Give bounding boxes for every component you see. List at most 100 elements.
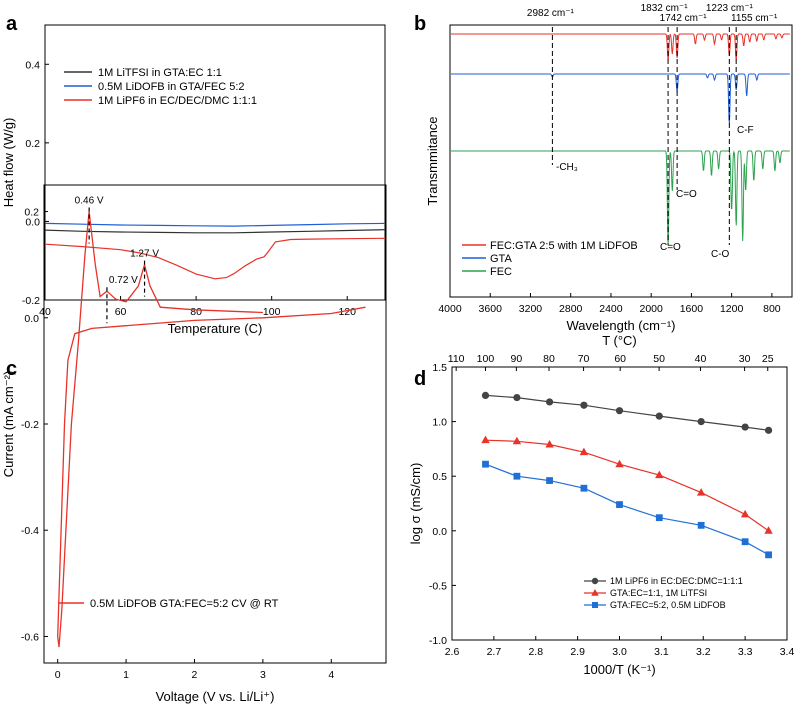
data-point <box>655 412 663 420</box>
y-axis-title: Current (mA cm⁻²) <box>1 371 16 478</box>
data-point <box>741 423 749 431</box>
x-tick-label: 120 <box>338 306 356 318</box>
top-axis-title: T (°C) <box>602 333 637 348</box>
data-point <box>579 447 589 456</box>
top-tick-label: 60 <box>614 353 626 365</box>
x-tick-label: 2 <box>192 669 198 681</box>
peak-label: 2982 cm⁻¹ <box>527 8 575 19</box>
x-tick-label: 1200 <box>720 303 744 315</box>
series-line <box>44 237 386 280</box>
y-tick-label: 1.5 <box>432 362 447 374</box>
series-line <box>44 229 386 234</box>
top-tick-label: 25 <box>762 353 774 365</box>
y-axis-title: Heat flow (W/g) <box>1 118 16 208</box>
legend-label: 1M LiPF6 in EC/DEC/DMC 1:1:1 <box>98 95 257 107</box>
group-label: C-O <box>711 249 730 260</box>
x-axis-title: Temperature (C) <box>168 321 263 336</box>
legend-label: 0.5M LiDOFB in GTA/FEC 5:2 <box>98 81 245 93</box>
legend-label: GTA:EC=1:1, 1M LiTFSI <box>610 588 707 598</box>
series-line <box>451 33 790 60</box>
x-tick-label: 100 <box>263 306 281 318</box>
x-tick-label: 3.1 <box>654 646 669 658</box>
data-point <box>741 538 749 546</box>
series-line <box>451 73 790 124</box>
x-tick-label: 3 <box>260 669 266 681</box>
x-tick-label: 1600 <box>680 303 704 315</box>
series-line <box>451 150 790 243</box>
legend-marker <box>591 589 599 596</box>
x-tick-label: 3600 <box>479 303 503 315</box>
data-point <box>513 393 521 402</box>
y-tick-label: -1.0 <box>429 635 447 647</box>
y-tick-label: -0.5 <box>429 580 447 592</box>
data-point <box>615 459 624 468</box>
data-point <box>697 521 705 529</box>
group-label: C-F <box>737 125 754 136</box>
peak-label: 1223 cm⁻¹ <box>706 3 754 14</box>
series-line <box>485 394 769 431</box>
x-tick-label: 2.7 <box>487 646 502 658</box>
data-point <box>481 435 490 444</box>
x-tick-label: 0 <box>55 669 61 681</box>
data-point <box>580 484 588 492</box>
y-axis-title: log σ (mS/cm) <box>408 463 423 545</box>
x-tick-label: 3.0 <box>612 646 627 658</box>
data-point <box>616 501 623 508</box>
legend-label: 0.5M LiDFOB GTA:FEC=5:2 CV @ RT <box>90 598 279 610</box>
data-point <box>655 470 664 479</box>
data-point <box>512 436 522 445</box>
x-tick-label: 2800 <box>559 303 583 315</box>
data-point <box>696 488 706 496</box>
group-label: C=O <box>676 189 697 200</box>
x-tick-label: 40 <box>39 306 51 318</box>
x-tick-label: 800 <box>763 303 781 315</box>
data-point <box>546 477 553 484</box>
panel-d: d 2.6 2.7 2.8 2.9 3.0 3.1 3.2 3.3 3.4 -1.0 -0.5 0.0 0… <box>408 333 794 677</box>
data-point <box>482 460 489 468</box>
x-tick-label: 2.9 <box>570 646 585 658</box>
data-point <box>764 526 773 534</box>
y-axis-title: Transmmitance <box>425 116 440 205</box>
y-tick-label: 1.0 <box>432 417 447 429</box>
top-tick-label: 30 <box>739 353 751 365</box>
data-point <box>615 407 624 415</box>
y-tick-label: 0.5 <box>432 471 447 483</box>
data-point <box>513 472 521 480</box>
series-line <box>485 463 769 556</box>
x-tick-label: 3.2 <box>696 646 711 658</box>
data-point <box>764 426 773 434</box>
data-point <box>740 509 750 518</box>
x-tick-label: 4000 <box>438 303 462 315</box>
x-tick-label: 1 <box>123 669 129 681</box>
top-tick-label: 100 <box>477 353 495 365</box>
top-tick-label: 70 <box>578 353 590 365</box>
top-tick-label: 110 <box>448 353 465 365</box>
top-tick-label: 90 <box>511 353 523 365</box>
peak-annotation: 0.46 V <box>75 196 104 207</box>
peak-annotation: 0.72 V <box>109 275 138 286</box>
data-point <box>545 398 554 406</box>
x-tick-label: 3.4 <box>780 646 795 658</box>
x-axis-title: Voltage (V vs. Li/Li⁺) <box>156 689 275 704</box>
x-tick-label: 3.3 <box>738 646 753 658</box>
legend-marker <box>591 577 599 585</box>
data-point <box>697 418 705 426</box>
group-label: -CH₃ <box>556 162 578 173</box>
x-tick-label: 60 <box>115 306 127 318</box>
x-tick-label: 2.8 <box>528 646 543 658</box>
top-tick-label: 40 <box>695 353 707 365</box>
data-point <box>765 551 772 559</box>
y-tick-label: -0.4 <box>21 525 39 537</box>
data-point <box>545 440 554 448</box>
top-tick-label: 80 <box>543 353 555 365</box>
panel-letter: b <box>414 13 426 35</box>
series-line <box>44 222 386 227</box>
y-tick-label: 0.2 <box>25 138 40 150</box>
group-label: C=O <box>660 242 681 253</box>
y-tick-label: -0.2 <box>21 419 39 431</box>
x-tick-label: 3200 <box>519 303 543 315</box>
y-tick-label: 0.0 <box>24 313 39 325</box>
peak-label: 1832 cm⁻¹ <box>641 3 689 14</box>
